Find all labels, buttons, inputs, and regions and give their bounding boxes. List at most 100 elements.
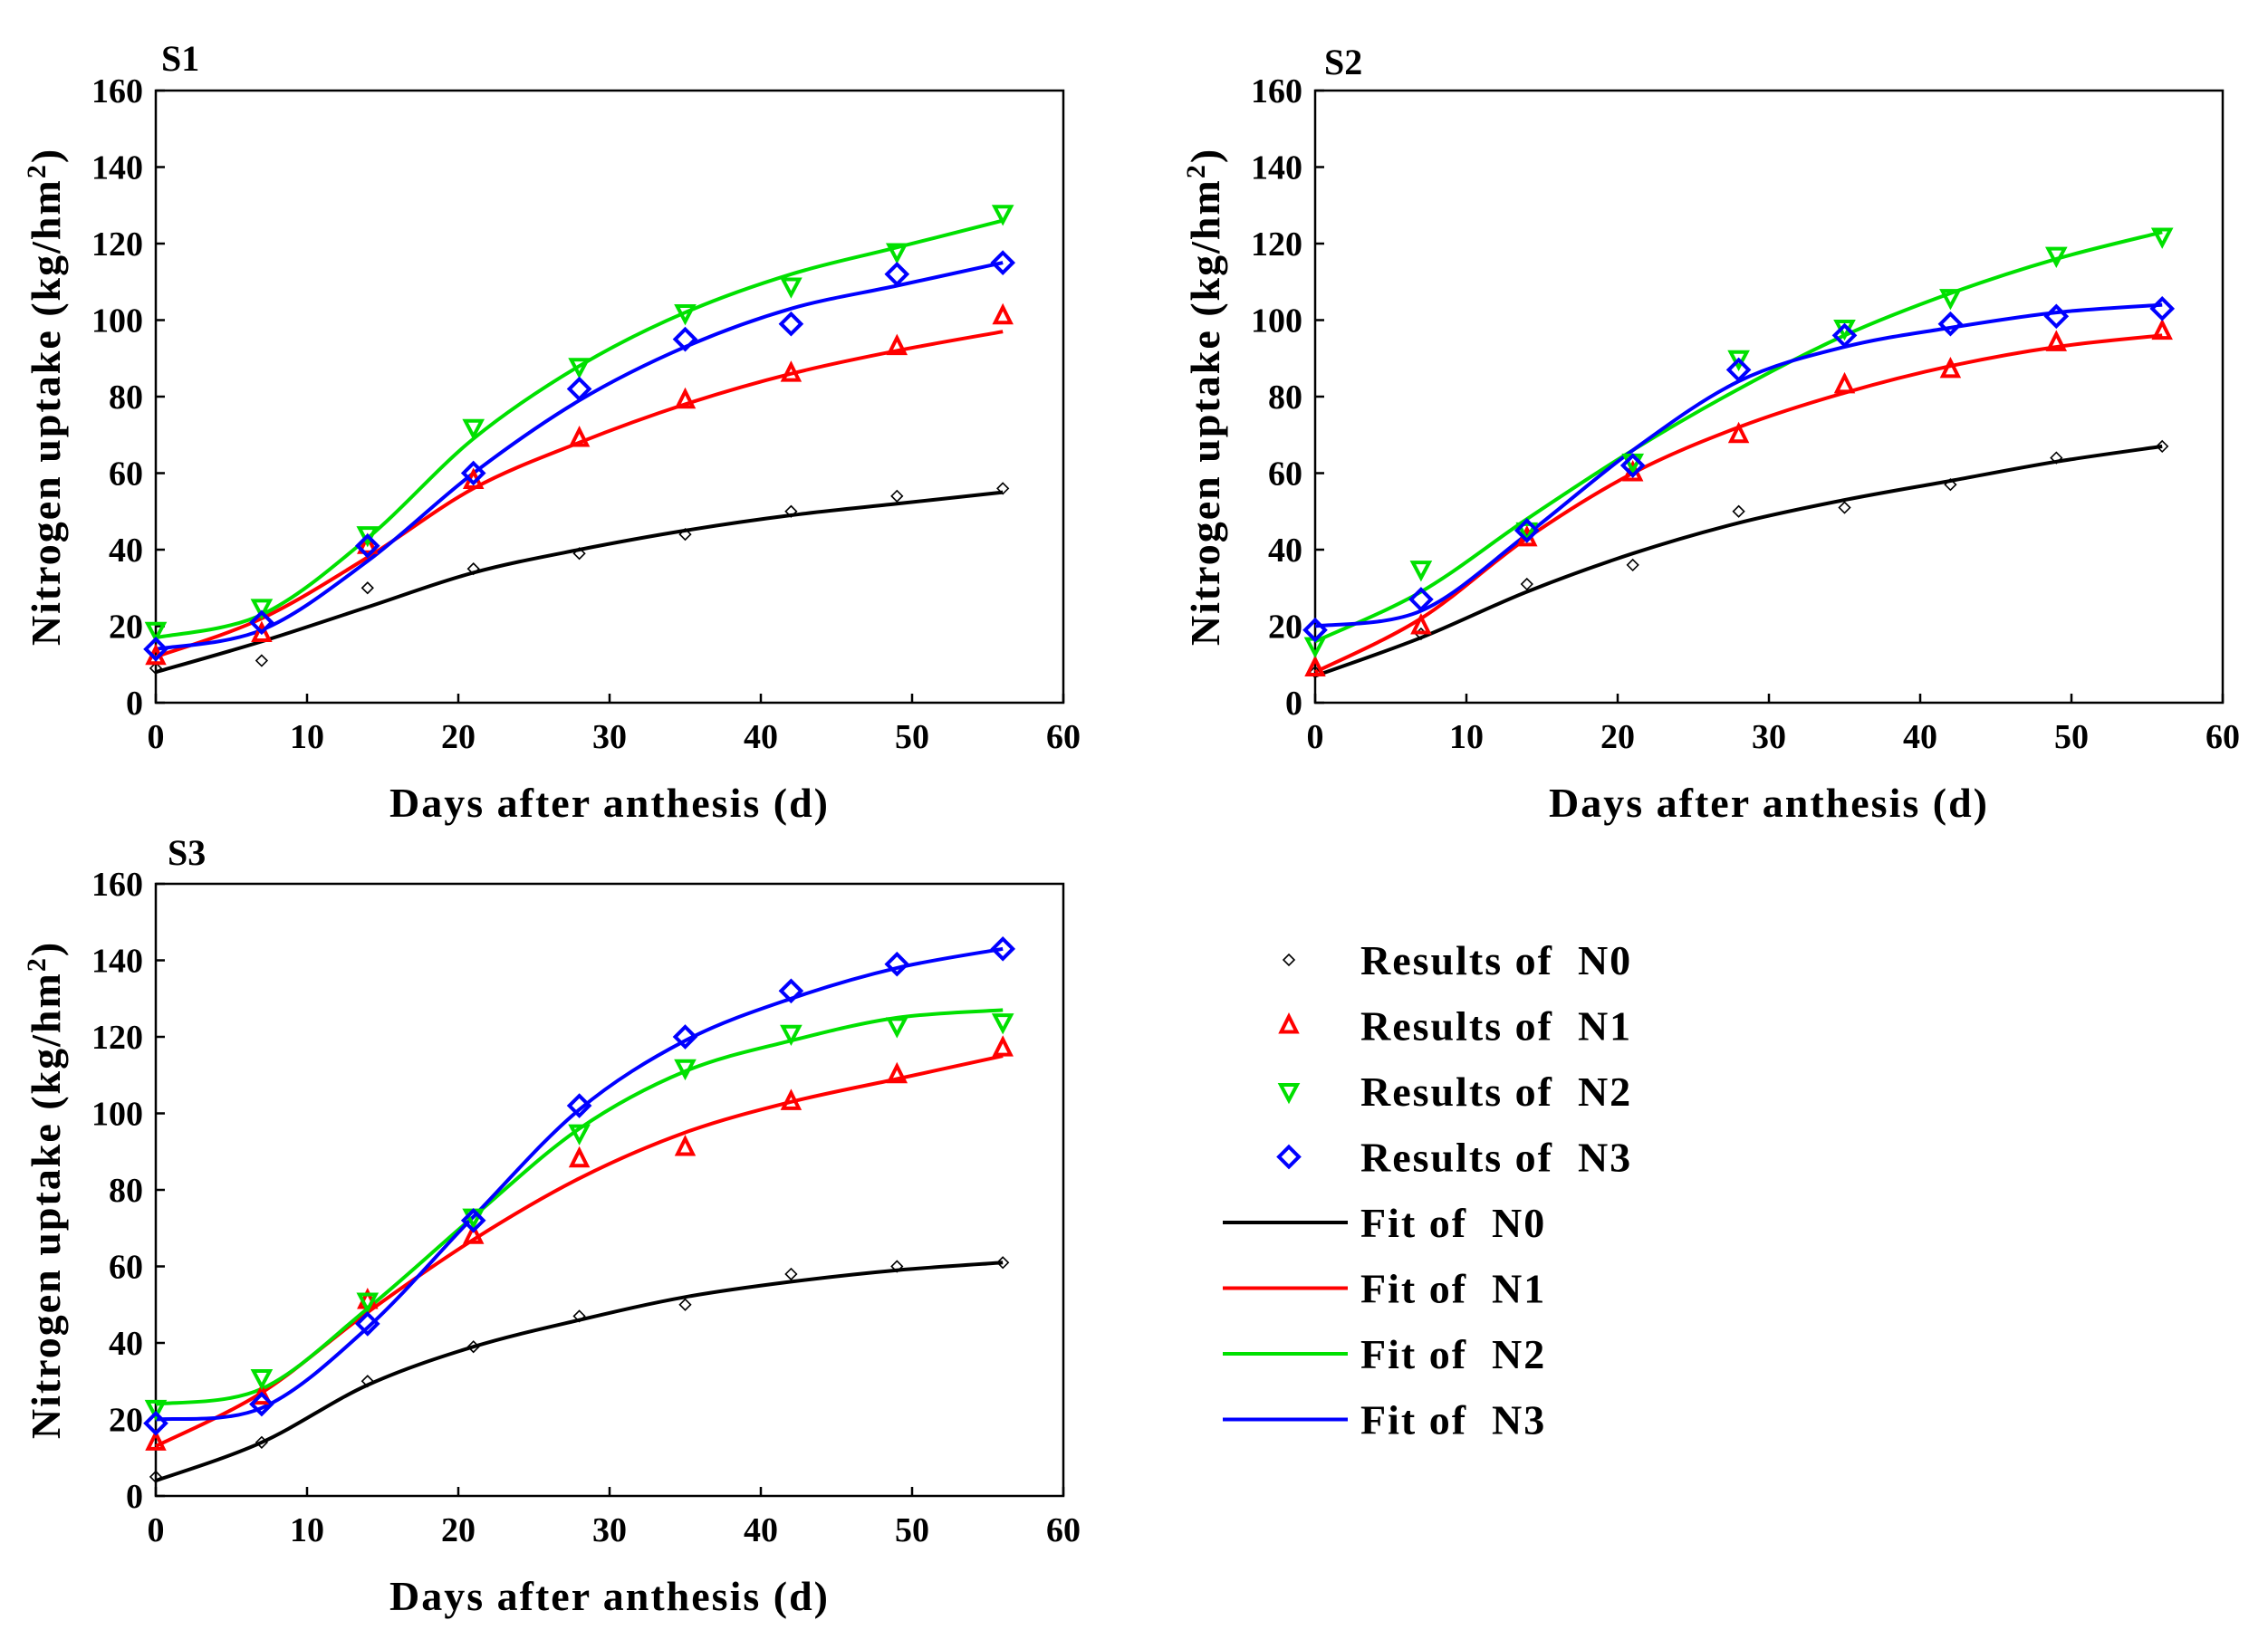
series-points-results-of-n3 bbox=[143, 935, 1016, 1436]
data-point-results-of-n1 bbox=[251, 620, 273, 642]
plot-frame bbox=[154, 882, 1065, 1498]
y-tick-label: 20 bbox=[1268, 609, 1302, 647]
data-point-results-of-n3 bbox=[2043, 303, 2070, 330]
data-point-results-of-n0 bbox=[360, 1375, 374, 1388]
y-tick-label: 40 bbox=[109, 1325, 143, 1363]
x-tick-label: 10 bbox=[290, 1511, 324, 1549]
data-point-results-of-n0 bbox=[466, 1340, 480, 1354]
chart-panel-s3: 0 20 40 60 80 100 120 140 160 0 10 20 30 40 50 60 S3 Days… bbox=[22, 832, 1081, 1619]
y-axis-title: Nitrogen uptake (kg/hm2) bbox=[1181, 148, 1228, 646]
data-point-results-of-n0 bbox=[1626, 558, 1639, 572]
x-tick-label: 40 bbox=[744, 1511, 778, 1549]
legend-item: Results of N3 bbox=[1276, 1135, 1630, 1181]
x-tick-label: 0 bbox=[148, 1511, 165, 1549]
y-axis-title: Nitrogen uptake (kg/hm2) bbox=[22, 941, 69, 1439]
y-tick-label: 120 bbox=[1251, 225, 1302, 264]
data-point-results-of-n1 bbox=[992, 1035, 1014, 1057]
series-points-results-of-n2 bbox=[1303, 227, 2174, 658]
data-point-results-of-n2 bbox=[250, 599, 274, 620]
data-point-results-of-n3 bbox=[143, 1410, 168, 1436]
data-point-results-of-n1 bbox=[568, 426, 591, 447]
y-tick-label: 0 bbox=[126, 1478, 143, 1516]
series-line-fit-of-n3 bbox=[155, 946, 1004, 1422]
data-point-results-of-n3 bbox=[1514, 518, 1540, 543]
data-point-results-of-n0 bbox=[784, 504, 798, 518]
y-tick-label: 140 bbox=[91, 943, 143, 981]
x-tick-label: 20 bbox=[441, 1511, 476, 1549]
data-point-results-of-n0 bbox=[255, 654, 269, 667]
series-points-results-of-n1 bbox=[145, 1035, 1014, 1451]
x-axis-title: Days after anthesis (d) bbox=[1549, 780, 1989, 826]
legend-item: Results of N2 bbox=[1277, 1069, 1630, 1115]
data-point-results-of-n1 bbox=[2045, 330, 2068, 351]
x-tick-label: 10 bbox=[1449, 718, 1484, 756]
data-point-results-of-n2 bbox=[991, 1013, 1014, 1035]
panel-title: S2 bbox=[1324, 42, 1362, 82]
y-tick-label: 80 bbox=[1268, 379, 1302, 417]
y-tick-label: 60 bbox=[1268, 455, 1302, 494]
x-axis-title: Days after anthesis (d) bbox=[389, 780, 830, 826]
data-point-results-of-n0 bbox=[996, 482, 1010, 495]
legend-marker-results-of-n2 bbox=[1277, 1083, 1301, 1105]
legend-item: Fit of N3 bbox=[1223, 1397, 1544, 1443]
data-point-results-of-n1 bbox=[145, 1429, 167, 1451]
data-point-results-of-n2 bbox=[144, 1399, 168, 1422]
data-point-results-of-n2 bbox=[780, 1024, 802, 1047]
y-tick-label: 20 bbox=[109, 609, 143, 647]
data-point-results-of-n0 bbox=[149, 661, 163, 676]
data-point-results-of-n1 bbox=[780, 360, 802, 382]
data-point-results-of-n1 bbox=[1304, 655, 1326, 676]
data-point-results-of-n0 bbox=[2156, 439, 2169, 454]
data-point-results-of-n0 bbox=[1838, 501, 1851, 514]
plot-frame bbox=[1313, 89, 2225, 705]
series-points-results-of-n1 bbox=[1304, 318, 2173, 676]
data-point-results-of-n3 bbox=[460, 1207, 486, 1233]
legend-label: Fit of N2 bbox=[1360, 1331, 1546, 1377]
data-point-results-of-n3 bbox=[884, 261, 910, 287]
data-point-results-of-n1 bbox=[780, 1088, 802, 1110]
x-tick-label: 0 bbox=[1307, 718, 1324, 756]
panel-title: S3 bbox=[168, 832, 206, 873]
x-axis-title: Days after anthesis (d) bbox=[389, 1573, 830, 1619]
data-point-results-of-n0 bbox=[360, 581, 374, 595]
data-point-results-of-n0 bbox=[890, 489, 904, 503]
data-point-results-of-n1 bbox=[1410, 613, 1432, 635]
x-tick-label: 30 bbox=[1752, 718, 1786, 756]
y-tick-label: 40 bbox=[1268, 532, 1302, 570]
legend-marker-results-of-n0 bbox=[1282, 953, 1296, 967]
x-tick-label: 50 bbox=[2054, 718, 2089, 756]
data-point-results-of-n1 bbox=[886, 333, 908, 356]
x-tick-label: 20 bbox=[441, 718, 476, 756]
data-point-results-of-n3 bbox=[778, 311, 804, 337]
series-line-fit-of-n3 bbox=[1314, 302, 2163, 628]
data-point-results-of-n0 bbox=[572, 547, 586, 561]
y-tick-label: 0 bbox=[126, 685, 143, 723]
data-point-results-of-n3 bbox=[1408, 587, 1434, 612]
y-tick-label: 120 bbox=[91, 1019, 143, 1057]
data-point-results-of-n3 bbox=[566, 1093, 592, 1118]
data-point-results-of-n1 bbox=[357, 532, 379, 554]
legend-marker-results-of-n3 bbox=[1276, 1144, 1302, 1170]
data-point-results-of-n1 bbox=[674, 1135, 697, 1156]
data-point-results-of-n1 bbox=[1727, 421, 1750, 444]
data-point-results-of-n2 bbox=[1515, 522, 1539, 544]
legend-item: Fit of N1 bbox=[1223, 1266, 1544, 1312]
data-point-results-of-n0 bbox=[1520, 577, 1533, 591]
series-points-results-of-n0 bbox=[149, 1256, 1010, 1484]
y-tick-label: 80 bbox=[109, 1172, 143, 1210]
y-tick-label: 160 bbox=[91, 72, 143, 110]
series-points-results-of-n0 bbox=[149, 482, 1010, 676]
data-point-results-of-n0 bbox=[149, 1470, 163, 1484]
data-point-results-of-n2 bbox=[356, 1292, 380, 1314]
data-point-results-of-n1 bbox=[992, 302, 1014, 325]
data-point-results-of-n2 bbox=[674, 304, 697, 326]
x-tick-label: 0 bbox=[148, 718, 165, 756]
data-point-results-of-n3 bbox=[672, 1024, 698, 1050]
legend-label: Results of N0 bbox=[1360, 937, 1632, 983]
y-tick-label: 100 bbox=[91, 1096, 143, 1134]
data-point-results-of-n3 bbox=[884, 951, 910, 977]
data-point-results-of-n0 bbox=[996, 1256, 1010, 1270]
x-tick-label: 50 bbox=[895, 718, 929, 756]
data-point-results-of-n2 bbox=[2044, 246, 2068, 268]
chart-panel-s1: 0 20 40 60 80 100 120 140 160 0 10 20 30 40 50 60 S1 Days… bbox=[22, 38, 1081, 826]
